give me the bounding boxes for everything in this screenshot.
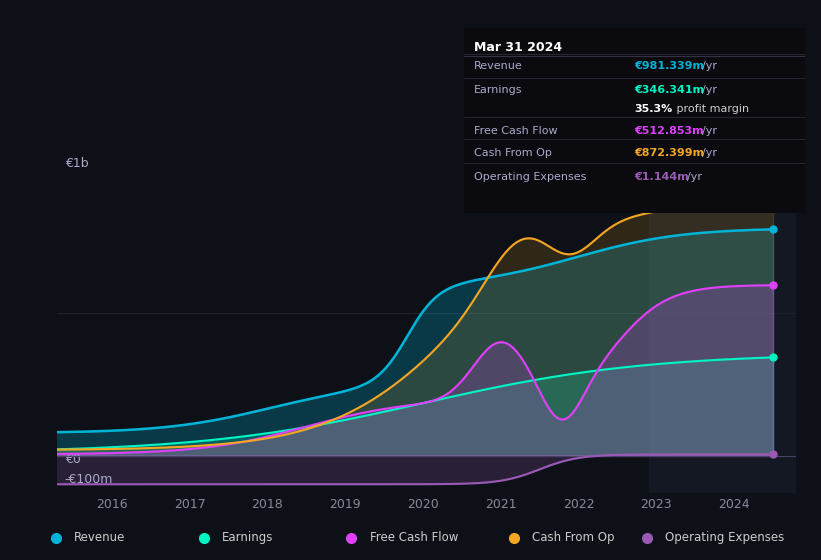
- Text: €0: €0: [65, 453, 80, 466]
- Text: Cash From Op: Cash From Op: [474, 148, 552, 158]
- Text: Revenue: Revenue: [474, 61, 523, 71]
- Text: Revenue: Revenue: [75, 531, 126, 544]
- Text: Free Cash Flow: Free Cash Flow: [474, 126, 557, 136]
- Text: €1b: €1b: [65, 157, 89, 170]
- Bar: [649, 157, 796, 493]
- Text: Earnings: Earnings: [474, 85, 523, 95]
- Text: -€100m: -€100m: [65, 473, 113, 486]
- Text: /yr: /yr: [702, 126, 717, 136]
- Text: Free Cash Flow: Free Cash Flow: [370, 531, 458, 544]
- Text: €512.853m: €512.853m: [635, 126, 704, 136]
- Text: Earnings: Earnings: [222, 531, 273, 544]
- Text: profit margin: profit margin: [673, 104, 750, 114]
- Text: Operating Expenses: Operating Expenses: [666, 531, 785, 544]
- Text: €872.399m: €872.399m: [635, 148, 704, 158]
- Text: €1.144m: €1.144m: [635, 172, 689, 182]
- Text: Cash From Op: Cash From Op: [533, 531, 615, 544]
- Text: /yr: /yr: [702, 148, 717, 158]
- Text: Mar 31 2024: Mar 31 2024: [474, 41, 562, 54]
- Text: /yr: /yr: [702, 85, 717, 95]
- Text: Operating Expenses: Operating Expenses: [474, 172, 586, 182]
- Text: 35.3%: 35.3%: [635, 104, 672, 114]
- Text: €981.339m: €981.339m: [635, 61, 704, 71]
- Text: /yr: /yr: [702, 61, 717, 71]
- Text: €346.341m: €346.341m: [635, 85, 704, 95]
- Text: /yr: /yr: [686, 172, 702, 182]
